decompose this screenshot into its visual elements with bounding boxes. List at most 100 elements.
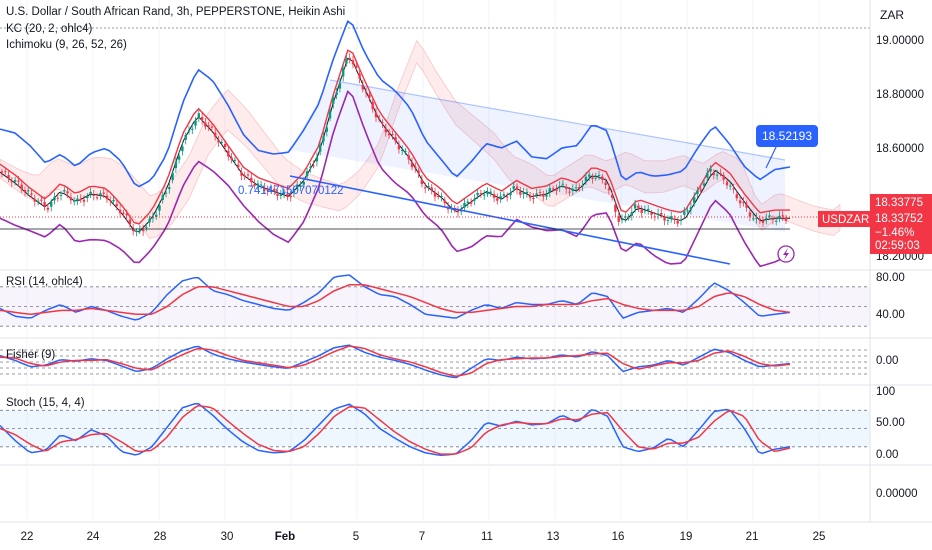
candle-body (36, 201, 40, 203)
y-axis-fisher[interactable]: 0.00 (876, 355, 898, 367)
candle-body (43, 201, 46, 206)
candle-body (502, 194, 506, 196)
candle-body (227, 150, 230, 157)
x-tick-label: 7 (419, 531, 425, 543)
candle-body (745, 204, 748, 208)
ichimoku-legend[interactable]: Ichimoku (9, 26, 52, 26) (6, 39, 127, 51)
y-tick-label: 100 (876, 386, 895, 398)
symbol-tag (818, 211, 870, 227)
candle-body (322, 136, 325, 142)
candle-body (525, 191, 529, 194)
kc-upper (0, 20, 791, 188)
fisher-legend[interactable]: Fisher (9) (6, 349, 56, 361)
candle-body (230, 157, 233, 160)
candle-body (364, 91, 368, 93)
x-axis[interactable]: 22 24 28 30 Feb 5 7 11 13 16 19 21 25 (21, 531, 826, 543)
x-tick-label: 19 (680, 531, 693, 543)
candle-body (214, 132, 217, 137)
candle-body (676, 221, 679, 224)
candle-body (571, 188, 574, 191)
candle-body (118, 209, 122, 214)
candle-body (276, 194, 279, 196)
candle-body (40, 199, 43, 201)
candle-body (76, 198, 79, 201)
price-callout[interactable]: 18.52193 (756, 125, 818, 169)
candle-body (551, 188, 555, 190)
candle-body (430, 187, 433, 191)
candle-body (610, 194, 614, 198)
x-tick-label: 11 (481, 531, 493, 543)
candle-body (771, 218, 775, 220)
trend-line-upper (329, 79, 786, 161)
x-tick-label: 13 (547, 531, 560, 543)
candle-body (778, 215, 781, 219)
candle-body (115, 203, 118, 206)
candle-body (473, 199, 476, 201)
y-axis-rsi[interactable]: 80.00 40.00 (876, 272, 905, 321)
y-axis-stoch[interactable]: 100 50.00 0.00 (876, 386, 905, 461)
candle-body (729, 185, 732, 187)
price-tag-value-2: 18.33752 (875, 213, 923, 225)
candle-body (509, 192, 512, 196)
candle-body (748, 212, 752, 217)
candle-body (181, 146, 184, 152)
candle-body (309, 166, 312, 169)
x-tick-label: 16 (612, 531, 625, 543)
candle-body (742, 201, 745, 203)
y-axis-main[interactable]: 19.00000 18.80000 18.60000 18.20000 (876, 35, 924, 263)
y-tick-label: 50.00 (876, 417, 905, 429)
candle-body (440, 195, 443, 197)
candle-body (378, 118, 381, 120)
price-tag-change: −1.46% (875, 227, 914, 239)
candle-body (699, 189, 702, 191)
x-tick-label: 22 (21, 531, 34, 543)
candle-body (168, 187, 171, 190)
candle-body (532, 198, 535, 199)
candle-body (102, 192, 105, 194)
candle-body (427, 186, 430, 188)
candle-body (597, 175, 601, 176)
candle-body (125, 213, 128, 216)
overlays (0, 79, 870, 265)
kc-legend[interactable]: KC (20, 2, ohlc4) (6, 23, 93, 35)
lightning-icon[interactable] (777, 245, 795, 263)
candle-body (50, 202, 53, 207)
candle-body (161, 195, 164, 200)
candle-body (66, 191, 69, 194)
candle-body (693, 197, 696, 203)
candle-body (368, 94, 371, 98)
candle-body (624, 216, 627, 218)
candle-body (99, 193, 102, 196)
candle-body (768, 215, 771, 217)
candle-body (617, 215, 620, 222)
candle-body (358, 73, 361, 79)
candle-body (630, 212, 633, 216)
candle-body (4, 171, 7, 173)
y-axis-extra[interactable]: 0.00000 (876, 488, 918, 500)
candle-body (666, 220, 670, 222)
candle-body (607, 188, 611, 191)
y-tick-label: 19.00000 (876, 35, 924, 47)
x-tick-label: 28 (154, 531, 167, 543)
candle-body (338, 83, 342, 89)
x-tick-label: Feb (275, 531, 295, 543)
candle-body (765, 218, 768, 220)
candle-body (775, 220, 778, 222)
candle-body (489, 191, 492, 193)
candle-body (781, 215, 784, 217)
candle-body (407, 155, 410, 160)
candle-body (627, 217, 630, 219)
candle-body (246, 174, 250, 176)
candle-body (706, 172, 709, 178)
candle-body (273, 188, 276, 191)
last-price-tag[interactable]: 18.33775 USDZAR 18.33752 −1.46% 02:59:03 (818, 194, 932, 254)
candle-body (381, 122, 384, 124)
candle-body (348, 58, 351, 59)
candle-body (289, 196, 292, 198)
rsi-legend[interactable]: RSI (14, ohlc4) (6, 276, 83, 288)
stoch-legend[interactable]: Stoch (15, 4, 4) (6, 397, 85, 409)
candle-body (46, 207, 50, 210)
candle-body (155, 214, 158, 217)
